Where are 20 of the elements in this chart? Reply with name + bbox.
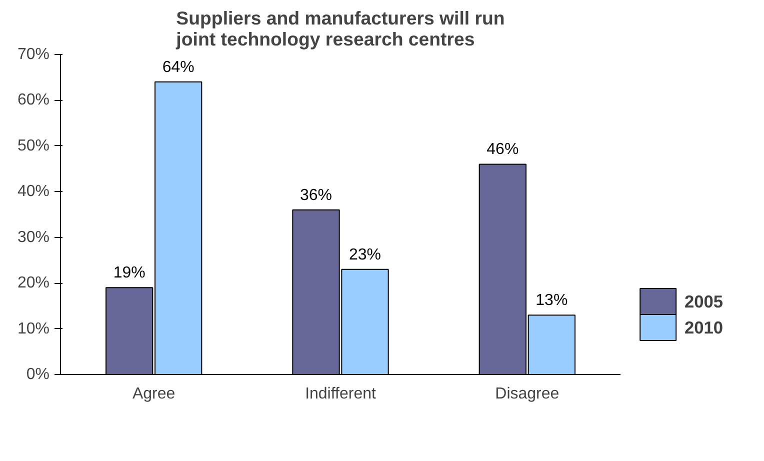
y-tick-label: 50%	[17, 137, 50, 154]
data-label: 23%	[348, 246, 382, 264]
x-tick-label: Indifferent	[305, 386, 376, 402]
y-tick-label: 10%	[17, 320, 50, 338]
x-tick-label: Disagree	[495, 386, 560, 402]
data-label: 64%	[162, 58, 194, 76]
y-tick-label: 20%	[17, 274, 50, 292]
y-tick-label: 40%	[17, 183, 50, 200]
chart-title: Suppliers and manufacturers will run joint technology research centres	[175, 8, 505, 50]
data-label: 13%	[536, 292, 568, 310]
legend-label: 2010	[684, 318, 724, 338]
y-tick-label: 30%	[17, 228, 50, 246]
data-label: 36%	[300, 186, 332, 204]
y-tick-label: 60%	[17, 92, 50, 109]
y-tick-label: 70%	[17, 46, 50, 63]
data-label: 46%	[486, 141, 519, 158]
x-tick-label: Agree	[132, 386, 176, 402]
y-tick-label: 0%	[26, 366, 50, 383]
data-label: 19%	[113, 264, 146, 282]
legend-label: 2005	[684, 292, 724, 312]
